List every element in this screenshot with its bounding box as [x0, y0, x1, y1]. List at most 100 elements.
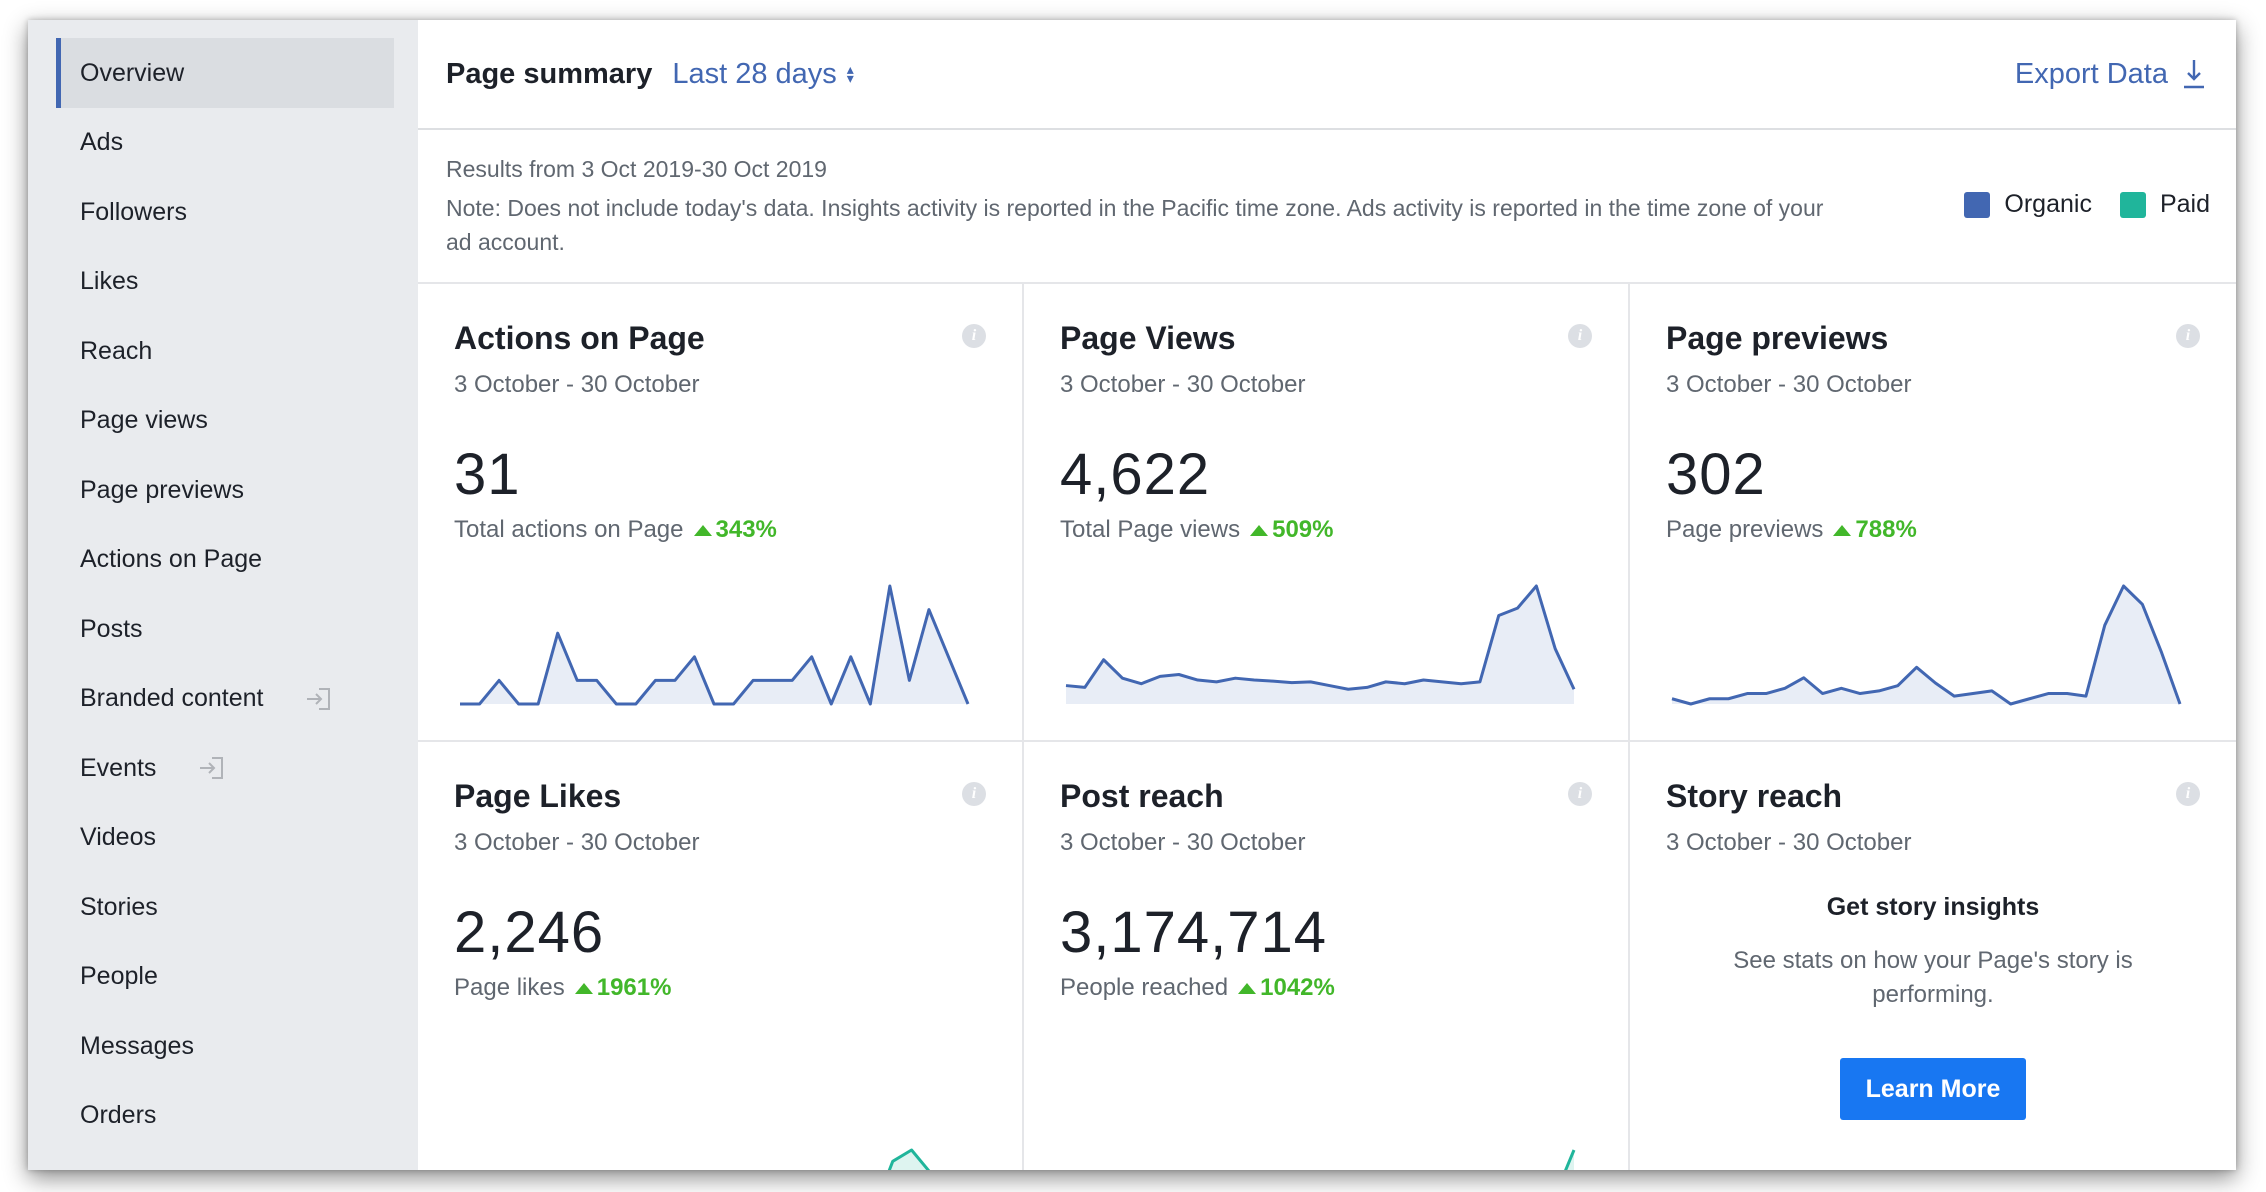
sparkline-post-reach [1564, 1149, 1576, 1170]
change-value: 1042% [1260, 974, 1335, 1001]
change-value: 788% [1855, 516, 1917, 543]
sidebar-item-actions-on-page[interactable]: Actions on Page [28, 525, 418, 595]
sidebar-item-label: Stories [80, 892, 158, 921]
series-area-organic [460, 586, 968, 704]
card-title: Actions on Page [454, 320, 705, 356]
series-line-paid [1564, 1149, 1576, 1170]
up-arrow-icon [1238, 982, 1257, 994]
sort-arrows-icon: ▴ ▾ [846, 61, 854, 86]
export-data-button[interactable]: Export Data [2015, 57, 2208, 91]
series-line-paid [887, 1148, 931, 1170]
sidebar-item-label: Ads [80, 128, 124, 157]
info-icon[interactable]: i [2176, 782, 2200, 806]
sidebar-item-orders[interactable]: Orders [28, 1081, 418, 1151]
sidebar-item-followers[interactable]: Followers [28, 178, 418, 248]
card-date: 3 October - 30 October [1666, 371, 1912, 398]
card-actions-on-page[interactable]: Actions on Page 3 October - 30 October i… [418, 284, 1024, 742]
metric-sub: Page likes 1961% [454, 974, 986, 1002]
sparkline-page-views [1065, 584, 1576, 704]
card-post-reach[interactable]: Post reach 3 October - 30 October i 3,17… [1024, 742, 1630, 1170]
card-date: 3 October - 30 October [1060, 371, 1306, 398]
series-area-organic [1672, 586, 2180, 704]
sidebar-item-events[interactable]: Events [28, 734, 418, 804]
series-area-organic [1066, 586, 1574, 704]
metric-label: Total actions on Page [454, 516, 684, 543]
sparkline-page-likes [887, 1148, 931, 1170]
sidebar-item-stories[interactable]: Stories [28, 873, 418, 943]
download-icon [2184, 60, 2204, 89]
sidebar-item-label: Videos [80, 823, 156, 852]
sidebar-item-label: Actions on Page [80, 545, 263, 574]
metric-sub: People reached 1042% [1060, 974, 1592, 1002]
card-date: 3 October - 30 October [454, 371, 700, 398]
sidebar-item-label: Posts [80, 614, 143, 643]
page-title: Page summary [446, 57, 653, 90]
sidebar-item-posts[interactable]: Posts [28, 595, 418, 665]
metric-sub: Page previews 788% [1666, 516, 2200, 544]
info-icon[interactable]: i [962, 782, 986, 806]
card-title: Post reach [1060, 778, 1224, 814]
metric-value: 31 [454, 442, 521, 507]
card-date: 3 October - 30 October [1666, 829, 1912, 856]
period-dropdown[interactable]: Last 28 days ▴ ▾ [672, 58, 853, 91]
sidebar-item-label: Messages [80, 1031, 194, 1060]
series-area-paid [1565, 1150, 1574, 1170]
sidebar-item-videos[interactable]: Videos [28, 803, 418, 873]
metric-change: 1042% [1238, 974, 1335, 1002]
sidebar-item-label: Orders [80, 1101, 157, 1130]
series-line-organic [1671, 584, 2182, 706]
sidebar-item-page-views[interactable]: Page views [28, 386, 418, 456]
card-page-likes[interactable]: Page Likes 3 October - 30 October i 2,24… [418, 742, 1024, 1170]
external-enter-icon [196, 755, 226, 781]
sidebar-item-ads[interactable]: Ads [28, 108, 418, 178]
sidebar-item-label: Likes [80, 267, 139, 296]
chart-legend: Organic Paid [1936, 190, 2210, 219]
legend-label: Organic [2004, 190, 2092, 218]
learn-more-button[interactable]: Learn More [1839, 1058, 2027, 1120]
up-arrow-icon [1250, 524, 1269, 536]
sidebar-item-label: Page previews [80, 475, 244, 504]
info-icon[interactable]: i [1568, 324, 1592, 348]
sidebar-item-label: Followers [80, 197, 187, 226]
metric-value: 3,174,714 [1060, 900, 1328, 965]
metric-change: 1961% [574, 974, 672, 1002]
story-promo: Get story insights See stats on how your… [1666, 893, 2200, 1120]
sidebar-item-reach[interactable]: Reach [28, 317, 418, 387]
page-summary-header: Page summary Last 28 days ▴ ▾ Export Data [418, 20, 2236, 130]
sidebar-item-branded-content[interactable]: Branded content [28, 664, 418, 734]
card-title: Page previews [1666, 320, 1889, 356]
card-page-previews[interactable]: Page previews 3 October - 30 October i 3… [1630, 284, 2236, 742]
info-icon[interactable]: i [962, 324, 986, 348]
metric-value: 302 [1666, 442, 1766, 507]
metric-label: Page previews [1666, 516, 1824, 543]
sidebar-item-page-previews[interactable]: Page previews [28, 456, 418, 526]
sidebar-item-overview[interactable]: Overview [56, 38, 394, 108]
sidebar-item-likes[interactable]: Likes [28, 247, 418, 317]
export-label: Export Data [2014, 57, 2168, 90]
sparkline-actions [460, 584, 970, 706]
sidebar: Overview Ads Followers Likes Reach Page … [28, 20, 418, 1170]
sidebar-item-label: Branded content [80, 684, 264, 713]
up-arrow-icon [574, 982, 593, 994]
card-page-views[interactable]: Page Views 3 October - 30 October i 4,62… [1024, 284, 1630, 742]
series-line-organic [460, 584, 970, 706]
info-icon[interactable]: i [2176, 324, 2200, 348]
change-value: 1961% [596, 974, 672, 1001]
sidebar-item-label: People [80, 962, 158, 991]
insights-window: Overview Ads Followers Likes Reach Page … [28, 20, 2236, 1170]
up-arrow-icon [693, 524, 712, 536]
metric-change: 788% [1833, 516, 1917, 544]
sidebar-item-people[interactable]: People [28, 942, 418, 1012]
sidebar-item-messages[interactable]: Messages [28, 1012, 418, 1082]
legend-swatch-paid [2119, 191, 2146, 218]
metric-value: 2,246 [454, 900, 605, 965]
change-value: 343% [715, 516, 777, 543]
story-text: See stats on how your Page's story is pe… [1733, 947, 2133, 1008]
info-icon[interactable]: i [1568, 782, 1592, 806]
sidebar-item-label: Reach [80, 336, 153, 365]
story-heading: Get story insights [1826, 893, 2040, 921]
up-arrow-icon [1833, 524, 1852, 536]
legend-organic: Organic [1964, 190, 2092, 219]
legend-paid: Paid [2119, 190, 2210, 219]
external-enter-icon [303, 686, 333, 712]
